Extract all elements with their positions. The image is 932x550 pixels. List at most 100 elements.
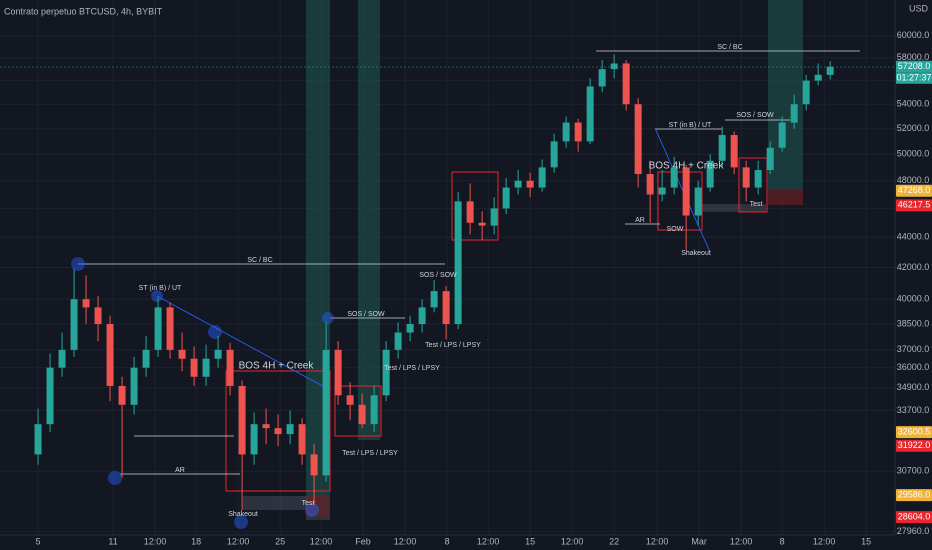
price-label-box	[896, 489, 932, 502]
candle-body	[682, 167, 690, 216]
annotation: Shakeout	[681, 250, 711, 257]
x-tick-label: 5	[36, 536, 41, 546]
x-tick-label: 12:00	[144, 536, 167, 546]
candle-body	[58, 349, 66, 368]
x-tick-label: 12:00	[310, 536, 333, 546]
x-tick-label: 12:00	[561, 536, 584, 546]
price-label-box	[896, 439, 932, 452]
price-label-box	[896, 199, 932, 212]
y-tick-label: 37000.0	[897, 344, 930, 354]
candle-body	[322, 349, 330, 476]
price-label: 47268.0	[898, 185, 931, 195]
candle-body	[46, 367, 54, 425]
candle-body	[238, 385, 246, 455]
candle-body	[670, 167, 678, 188]
price-label: 46217.5	[898, 200, 931, 210]
x-tick-label: 15	[861, 536, 871, 546]
candle-body	[178, 349, 186, 359]
y-tick-label: 34900.0	[897, 382, 930, 392]
candle-body	[226, 349, 234, 386]
candle-body	[766, 147, 774, 171]
marker	[234, 515, 248, 529]
zone	[358, 0, 380, 440]
candle-body	[778, 122, 786, 148]
candle-body	[646, 174, 654, 195]
candle-body	[34, 424, 42, 455]
zone	[768, 190, 803, 205]
x-tick-label: 12:00	[813, 536, 836, 546]
candle-body	[826, 66, 834, 75]
candle-body	[334, 349, 342, 396]
y-tick-label: 42000.0	[897, 262, 930, 272]
price-label-box	[896, 60, 932, 73]
box	[451, 171, 499, 241]
candle-body	[418, 307, 426, 325]
chart-title: Contrato perpetuo BTCUSD, 4h, BYBIT	[4, 6, 163, 16]
candle-body	[106, 324, 114, 386]
candle-body	[574, 122, 582, 142]
candle-body	[346, 395, 354, 405]
candle-body	[142, 349, 150, 368]
annotation: Test / LPS / LPSY	[425, 342, 481, 349]
candle-body	[538, 167, 546, 188]
candle-body	[82, 299, 90, 308]
x-tick-label: 22	[609, 536, 619, 546]
candle-body	[814, 74, 822, 81]
marker	[305, 503, 319, 517]
price-label-box	[896, 511, 932, 524]
annotation: AR	[635, 217, 645, 224]
x-tick-label: 12:00	[646, 536, 669, 546]
candle-body	[430, 291, 438, 308]
trend-line	[156, 295, 331, 391]
x-tick-label: Mar	[691, 536, 707, 546]
candle-body	[94, 307, 102, 325]
candle-body	[562, 122, 570, 142]
box	[225, 370, 331, 492]
candle-body	[586, 86, 594, 142]
y-tick-label: 60000.0	[897, 30, 930, 40]
zone	[243, 496, 307, 510]
axes: 60000.058000.056000.054000.052000.050000…	[36, 30, 932, 546]
candle-body	[394, 332, 402, 350]
x-tick-label: 8	[780, 536, 785, 546]
price-label: 32600.5	[898, 426, 931, 436]
candle-body	[490, 208, 498, 226]
x-tick-label: 11	[108, 536, 117, 546]
annotation: SOS / SOW	[347, 311, 385, 318]
x-tick-label: 15	[525, 536, 535, 546]
annotation: Shakeout	[228, 511, 258, 518]
candle-body	[754, 170, 762, 188]
candle-body	[514, 180, 522, 188]
annotation: SC / BC	[717, 44, 742, 51]
candle-body	[70, 299, 78, 350]
price-label: 31922.0	[898, 440, 931, 450]
candle-body	[610, 63, 618, 70]
price-label-box	[896, 184, 932, 197]
candle-body	[202, 358, 210, 377]
annotation: BOS 4H + Creek	[239, 361, 315, 372]
x-tick-label: 12:00	[730, 536, 753, 546]
annotation: Test	[302, 500, 315, 507]
x-tick-label: 18	[191, 536, 201, 546]
candle-body	[598, 69, 606, 87]
candle-body	[742, 167, 750, 188]
candle-body	[658, 187, 666, 195]
y-tick-label: 54000.0	[897, 99, 930, 109]
x-tick-label: 12:00	[227, 536, 250, 546]
y-tick-label: 44000.0	[897, 232, 930, 242]
candle-body	[478, 222, 486, 226]
annotation: BOS 4H + Creek	[649, 161, 725, 172]
x-tick-label: 12:00	[394, 536, 417, 546]
candle-body	[262, 424, 270, 429]
candle-body	[466, 201, 474, 223]
candle-body	[718, 135, 726, 161]
candle-body	[526, 180, 534, 188]
annotations: SC / BC ST (in B) / UT AR BOS 4H + Creek…	[139, 44, 774, 518]
candle-body	[358, 404, 366, 425]
countdown: 01:27:37	[896, 73, 931, 83]
candle-body	[502, 187, 510, 209]
marker	[151, 290, 163, 302]
zone	[700, 204, 766, 212]
y-tick-label: 50000.0	[897, 149, 930, 159]
annotation: SOS / SOW	[736, 112, 774, 119]
